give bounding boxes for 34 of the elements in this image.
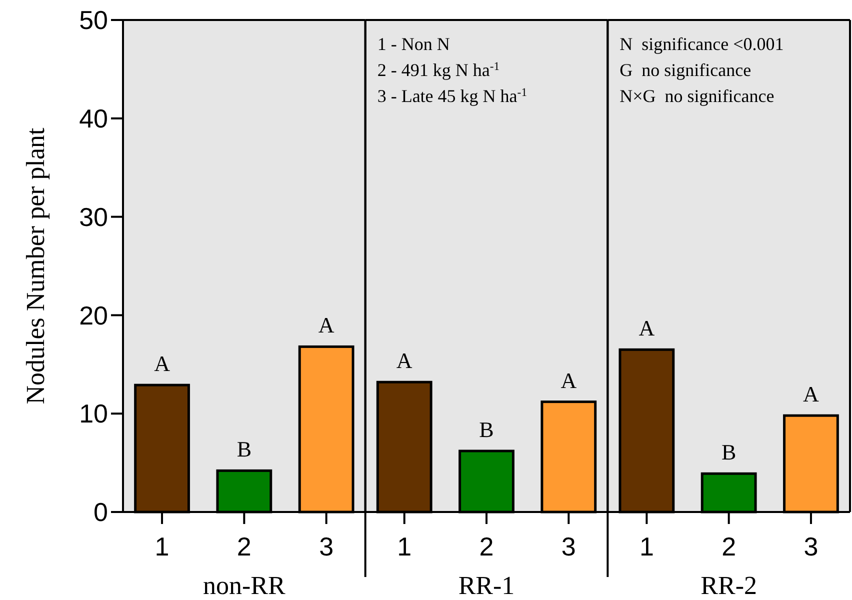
y-tick-label: 30	[79, 202, 108, 232]
data-label: A	[803, 382, 820, 407]
data-label: B	[479, 416, 494, 442]
annotation: N significance <0.001	[620, 34, 784, 54]
annotation: 3 - Late 45 kg N ha$^{-1}$	[377, 86, 528, 106]
y-tick-label: 20	[79, 300, 108, 330]
data-label: B	[236, 436, 252, 462]
x-axis-title: RR-1	[458, 571, 515, 600]
annotation: N×G no significance	[620, 86, 774, 106]
x-axis-title: RR-2	[700, 571, 758, 600]
annotation: 1 - Non N	[377, 34, 450, 54]
x-tick-label: 2	[722, 532, 736, 562]
x-tick-label: 2	[236, 532, 252, 562]
x-tick-label: 3	[804, 532, 818, 562]
data-label: A	[560, 368, 577, 393]
y-tick-label: 10	[79, 398, 108, 429]
data-label: A	[154, 351, 170, 376]
y-tick-label: 50	[79, 5, 108, 36]
x-tick-label: 2	[479, 532, 494, 562]
x-tick-label: 1	[639, 532, 654, 562]
data-label: A	[638, 316, 655, 341]
y-axis-title: Nodules Number per plant	[21, 126, 50, 404]
x-tick-label: 1	[397, 532, 412, 562]
y-tick-label: 40	[79, 104, 108, 134]
y-tick-label: 0	[94, 497, 108, 528]
x-tick-label: 1	[154, 532, 170, 562]
annotation: 2 - 491 kg N ha$^{-1}$	[377, 60, 500, 80]
x-axis-title: non-RR	[202, 571, 286, 600]
x-tick-label: 3	[319, 532, 334, 562]
data-label: A	[318, 312, 334, 338]
annotation: G no significance	[620, 60, 752, 80]
data-label: A	[396, 348, 412, 374]
x-tick-label: 3	[561, 532, 576, 562]
data-label: B	[721, 440, 736, 465]
